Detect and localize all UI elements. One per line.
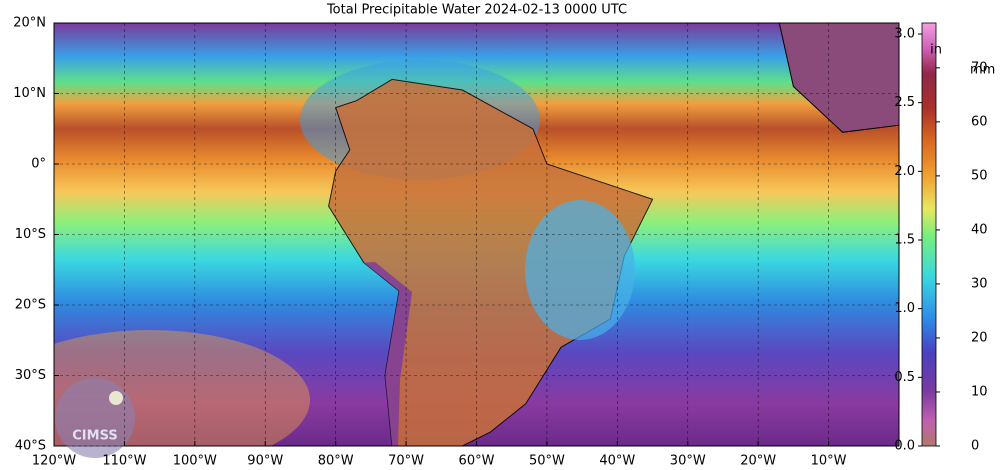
x-tick-label: 40°W <box>599 454 635 469</box>
colorbar-label-mm: 10 <box>971 384 988 399</box>
x-tick-label: 50°W <box>529 454 565 469</box>
colorbar-label-in: 0.0 <box>894 439 915 454</box>
colorbar <box>921 22 937 447</box>
map-field <box>54 23 899 446</box>
y-tick-label: 40°S <box>15 439 46 454</box>
colorbar-label-in: 2.5 <box>894 95 915 110</box>
x-tick-label: 90°W <box>247 454 283 469</box>
dry-interior <box>525 200 635 340</box>
y-tick-label: 10°S <box>15 227 46 242</box>
moist-plume <box>54 330 310 446</box>
south-america <box>328 78 654 446</box>
colorbar-label-mm: 60 <box>971 114 988 129</box>
y-tick-label: 10°N <box>13 86 46 101</box>
logo-sun <box>109 391 123 405</box>
x-tick-label: 30°W <box>670 454 706 469</box>
y-tick-label: 20°S <box>15 298 46 313</box>
y-tick-label: 30°S <box>15 368 46 383</box>
colorbar-label-mm: 40 <box>971 222 988 237</box>
colorbar-label-in: 0.5 <box>894 370 915 385</box>
x-tick-label: 100°W <box>173 454 217 469</box>
colorbar-label-in: 1.0 <box>894 301 915 316</box>
colorbar-unit-in: in <box>930 43 942 58</box>
colorbar-label-in: 2.0 <box>894 164 915 179</box>
colorbar-label-mm: 30 <box>971 276 988 291</box>
colorbar-label-mm: 20 <box>971 330 988 345</box>
x-tick-label: 70°W <box>388 454 424 469</box>
africa <box>778 23 899 133</box>
x-tick-label: 10°W <box>811 454 847 469</box>
x-tick-label: 20°W <box>740 454 776 469</box>
y-tick-label: 20°N <box>13 16 46 31</box>
colorbar-label-in: 1.5 <box>894 232 915 247</box>
colorbar-label-in: 3.0 <box>894 26 915 41</box>
x-tick-label: 60°W <box>459 454 495 469</box>
andes-dry <box>363 262 412 446</box>
colorbar-label-mm: 0 <box>971 439 979 454</box>
logo: CIMSS <box>55 378 135 458</box>
logo-text: CIMSS <box>72 429 117 444</box>
colorbar-unit-mm: mm <box>970 63 995 78</box>
x-tick-label: 80°W <box>318 454 354 469</box>
title: Total Precipitable Water 2024-02-13 0000… <box>326 3 627 18</box>
x-tick-label: 110°W <box>102 454 146 469</box>
y-tick-label: 0° <box>31 157 46 172</box>
colorbar-label-mm: 70 <box>971 60 988 75</box>
colorbar-label-mm: 50 <box>971 168 988 183</box>
x-tick-label: 120°W <box>32 454 76 469</box>
